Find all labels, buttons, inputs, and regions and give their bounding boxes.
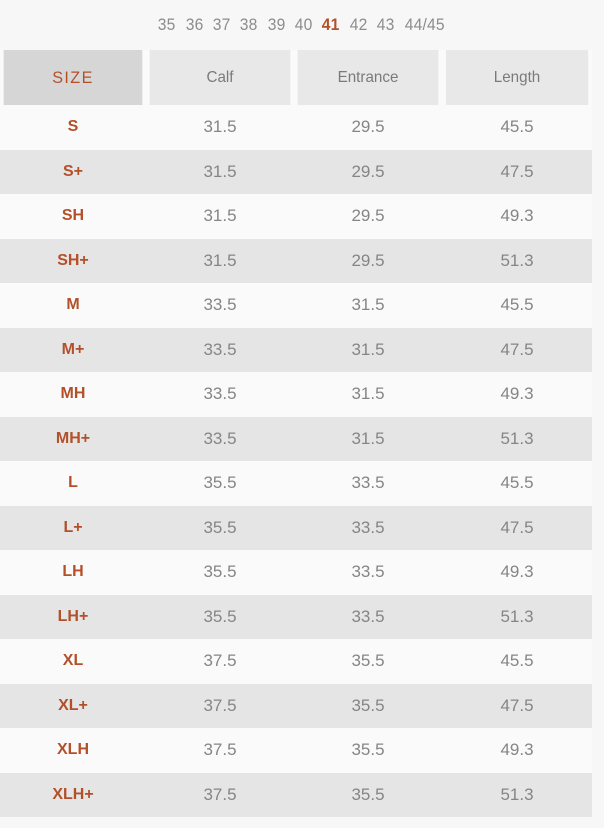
cell-calf: 31.5 <box>146 238 294 283</box>
cell-size: LH+ <box>0 594 146 639</box>
cell-calf: 35.5 <box>146 594 294 639</box>
cell-calf: 37.5 <box>146 728 294 773</box>
table-row[interactable]: XLH+ 37.5 35.5 51.3 <box>0 772 592 817</box>
cell-entrance: 35.5 <box>294 772 442 817</box>
table-row[interactable]: LH+ 35.5 33.5 51.3 <box>0 594 592 639</box>
shoe-size-option-41[interactable]: 41 <box>321 15 340 34</box>
cell-length: 51.3 <box>442 416 592 461</box>
cell-length: 51.3 <box>442 772 592 817</box>
cell-calf: 31.5 <box>146 194 294 239</box>
cell-size: XLH <box>0 728 146 773</box>
cell-length: 47.5 <box>442 327 592 372</box>
cell-entrance: 31.5 <box>294 416 442 461</box>
cell-length: 49.3 <box>442 372 592 417</box>
shoe-size-option-38[interactable]: 38 <box>240 15 258 34</box>
cell-length: 49.3 <box>442 550 592 595</box>
cell-size: XL+ <box>0 683 146 728</box>
cell-size: S <box>0 105 146 150</box>
cell-entrance: 33.5 <box>294 550 442 595</box>
cell-size: S+ <box>0 149 146 194</box>
cell-length: 49.3 <box>442 194 592 239</box>
table-header-row: SIZE Calf Entrance Length <box>0 50 592 105</box>
table-row[interactable]: MH 33.5 31.5 49.3 <box>0 372 592 417</box>
cell-length: 51.3 <box>442 238 592 283</box>
table-row[interactable]: S+ 31.5 29.5 47.5 <box>0 149 592 194</box>
shoe-size-option-43[interactable]: 43 <box>376 15 395 34</box>
column-header-size[interactable]: SIZE <box>3 50 143 105</box>
size-chart-table: SIZE Calf Entrance Length S 31.5 29.5 45.5 S… <box>0 50 592 817</box>
cell-calf: 37.5 <box>146 639 294 684</box>
table-row[interactable]: SH 31.5 29.5 49.3 <box>0 194 592 239</box>
cell-size: L <box>0 461 146 506</box>
cell-length: 45.5 <box>442 639 592 684</box>
cell-entrance: 35.5 <box>294 683 442 728</box>
cell-length: 51.3 <box>442 594 592 639</box>
cell-size: XL <box>0 639 146 684</box>
column-header-length[interactable]: Length <box>445 50 589 105</box>
cell-size: SH <box>0 194 146 239</box>
cell-length: 45.5 <box>442 461 592 506</box>
cell-entrance: 35.5 <box>294 728 442 773</box>
cell-entrance: 29.5 <box>294 194 442 239</box>
cell-length: 47.5 <box>442 683 592 728</box>
cell-size: M <box>0 283 146 328</box>
shoe-size-option-42[interactable]: 42 <box>349 15 368 34</box>
shoe-size-option-44-45[interactable]: 44/45 <box>404 15 445 34</box>
cell-calf: 35.5 <box>146 505 294 550</box>
cell-size: M+ <box>0 327 146 372</box>
cell-entrance: 31.5 <box>294 283 442 328</box>
cell-length: 47.5 <box>442 505 592 550</box>
cell-calf: 31.5 <box>146 105 294 150</box>
column-header-entrance[interactable]: Entrance <box>297 50 439 105</box>
cell-size: SH+ <box>0 238 146 283</box>
cell-entrance: 35.5 <box>294 639 442 684</box>
cell-entrance: 29.5 <box>294 105 442 150</box>
cell-length: 45.5 <box>442 283 592 328</box>
cell-length: 45.5 <box>442 105 592 150</box>
table-row[interactable]: M 33.5 31.5 45.5 <box>0 283 592 328</box>
cell-calf: 37.5 <box>146 772 294 817</box>
cell-length: 49.3 <box>442 728 592 773</box>
table-row[interactable]: LH 35.5 33.5 49.3 <box>0 550 592 595</box>
cell-size: MH+ <box>0 416 146 461</box>
cell-entrance: 33.5 <box>294 461 442 506</box>
cell-size: MH <box>0 372 146 417</box>
cell-calf: 33.5 <box>146 416 294 461</box>
cell-entrance: 29.5 <box>294 149 442 194</box>
table-row[interactable]: XL+ 37.5 35.5 47.5 <box>0 683 592 728</box>
table-row[interactable]: L+ 35.5 33.5 47.5 <box>0 505 592 550</box>
cell-calf: 33.5 <box>146 283 294 328</box>
table-row[interactable]: M+ 33.5 31.5 47.5 <box>0 327 592 372</box>
cell-entrance: 33.5 <box>294 505 442 550</box>
shoe-size-scale: 35 36 37 38 39 40 41 42 43 44/45 <box>0 0 604 50</box>
cell-calf: 31.5 <box>146 149 294 194</box>
shoe-size-option-39[interactable]: 39 <box>267 15 286 34</box>
cell-entrance: 31.5 <box>294 372 442 417</box>
cell-calf: 33.5 <box>146 372 294 417</box>
table-row[interactable]: S 31.5 29.5 45.5 <box>0 105 592 150</box>
cell-entrance: 31.5 <box>294 327 442 372</box>
cell-entrance: 29.5 <box>294 238 442 283</box>
column-header-calf[interactable]: Calf <box>149 50 291 105</box>
shoe-size-option-36[interactable]: 36 <box>185 15 204 34</box>
shoe-size-option-40[interactable]: 40 <box>294 15 313 34</box>
table-row[interactable]: XL 37.5 35.5 45.5 <box>0 639 592 684</box>
cell-calf: 37.5 <box>146 683 294 728</box>
table-row[interactable]: L 35.5 33.5 45.5 <box>0 461 592 506</box>
cell-calf: 33.5 <box>146 327 294 372</box>
shoe-size-option-35[interactable]: 35 <box>158 15 176 34</box>
cell-size: LH <box>0 550 146 595</box>
cell-size: L+ <box>0 505 146 550</box>
cell-size: XLH+ <box>0 772 146 817</box>
table-row[interactable]: SH+ 31.5 29.5 51.3 <box>0 238 592 283</box>
table-row[interactable]: XLH 37.5 35.5 49.3 <box>0 728 592 773</box>
shoe-size-option-37[interactable]: 37 <box>212 15 231 34</box>
cell-calf: 35.5 <box>146 461 294 506</box>
cell-length: 47.5 <box>442 149 592 194</box>
table-row[interactable]: MH+ 33.5 31.5 51.3 <box>0 416 592 461</box>
cell-calf: 35.5 <box>146 550 294 595</box>
cell-entrance: 33.5 <box>294 594 442 639</box>
